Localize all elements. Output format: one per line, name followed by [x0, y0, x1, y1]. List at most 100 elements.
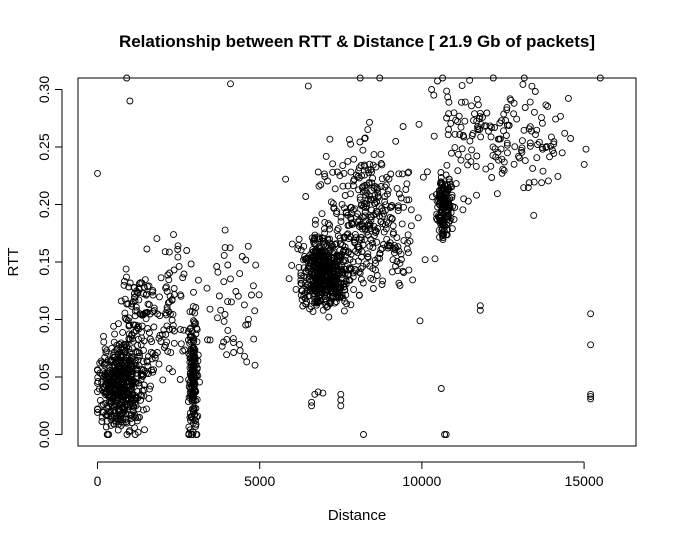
- data-point: [518, 137, 526, 145]
- data-point: [454, 150, 462, 158]
- data-point: [169, 310, 177, 318]
- data-point: [118, 380, 126, 387]
- data-point: [351, 238, 359, 246]
- data-point: [157, 338, 165, 345]
- data-point: [288, 240, 296, 248]
- data-point: [372, 207, 380, 215]
- data-point: [304, 82, 312, 90]
- data-point: [221, 226, 229, 234]
- data-point: [450, 215, 458, 223]
- y-tick-label: 0.00: [36, 421, 52, 448]
- data-point: [350, 177, 357, 185]
- data-point: [452, 116, 460, 124]
- data-point: [135, 296, 143, 304]
- data-point: [393, 258, 401, 265]
- data-point: [145, 395, 153, 402]
- data-point: [236, 347, 244, 355]
- data-point: [399, 170, 406, 178]
- data-point: [306, 287, 314, 295]
- chart-title: Relationship between RTT & Distance [ 21…: [119, 32, 595, 51]
- data-point: [297, 291, 305, 299]
- plot-area-box: [77, 77, 637, 447]
- data-point: [535, 138, 543, 146]
- data-point: [394, 207, 402, 215]
- data-point: [404, 239, 412, 247]
- data-point: [103, 431, 111, 438]
- data-point: [473, 191, 480, 199]
- data-point: [397, 194, 405, 202]
- data-point: [236, 341, 243, 349]
- data-point: [192, 372, 200, 380]
- data-point: [103, 389, 111, 397]
- data-point: [128, 302, 136, 310]
- data-point: [121, 295, 129, 303]
- data-point: [322, 274, 330, 282]
- data-point: [145, 329, 153, 337]
- data-point: [366, 213, 374, 221]
- data-point: [242, 256, 250, 264]
- data-point: [107, 412, 115, 419]
- data-point: [110, 348, 118, 356]
- data-point: [441, 199, 449, 207]
- data-point: [218, 342, 226, 350]
- data-point: [321, 225, 328, 233]
- data-point: [213, 263, 221, 270]
- data-point: [165, 248, 173, 256]
- data-point: [366, 192, 374, 200]
- data-point: [164, 299, 172, 307]
- data-point: [372, 210, 380, 218]
- data-point: [488, 174, 496, 181]
- data-point: [445, 125, 453, 133]
- data-point: [314, 168, 322, 176]
- data-point: [358, 172, 366, 180]
- data-point: [376, 254, 384, 262]
- data-point: [471, 110, 478, 118]
- data-point: [403, 245, 411, 253]
- data-point: [542, 101, 550, 109]
- data-point: [402, 186, 410, 193]
- data-point: [300, 256, 307, 264]
- data-point: [245, 315, 252, 323]
- data-point: [452, 180, 460, 188]
- data-point: [454, 118, 461, 126]
- data-point: [321, 218, 329, 226]
- data-point: [332, 298, 340, 306]
- data-point: [377, 160, 385, 167]
- data-point: [445, 175, 453, 183]
- data-point: [340, 307, 348, 315]
- data-point: [240, 301, 248, 309]
- data-point: [387, 170, 395, 178]
- data-point: [100, 338, 108, 346]
- data-point: [503, 141, 511, 149]
- data-point: [521, 157, 529, 165]
- data-point: [326, 135, 334, 143]
- data-point: [326, 225, 333, 233]
- data-point: [282, 175, 290, 183]
- data-point: [543, 143, 551, 151]
- data-point: [404, 169, 412, 177]
- data-point: [339, 294, 347, 302]
- data-point: [150, 304, 158, 312]
- data-point: [220, 251, 228, 259]
- data-point: [496, 119, 504, 127]
- data-point: [170, 266, 178, 274]
- data-point: [337, 396, 345, 404]
- data-point: [174, 246, 182, 253]
- data-point: [107, 356, 115, 364]
- data-point: [428, 86, 436, 93]
- data-point: [154, 310, 162, 318]
- data-point: [353, 171, 360, 179]
- data-point: [520, 74, 528, 82]
- data-point: [369, 174, 377, 182]
- data-point: [214, 314, 221, 322]
- x-tick-label: 5000: [244, 473, 275, 489]
- data-point: [322, 152, 330, 160]
- data-point: [394, 202, 402, 210]
- data-point: [347, 140, 355, 148]
- data-point: [312, 216, 319, 224]
- data-point: [188, 431, 195, 438]
- data-point: [149, 368, 157, 376]
- data-point: [190, 334, 198, 342]
- data-point: [521, 104, 529, 111]
- data-point: [421, 256, 429, 264]
